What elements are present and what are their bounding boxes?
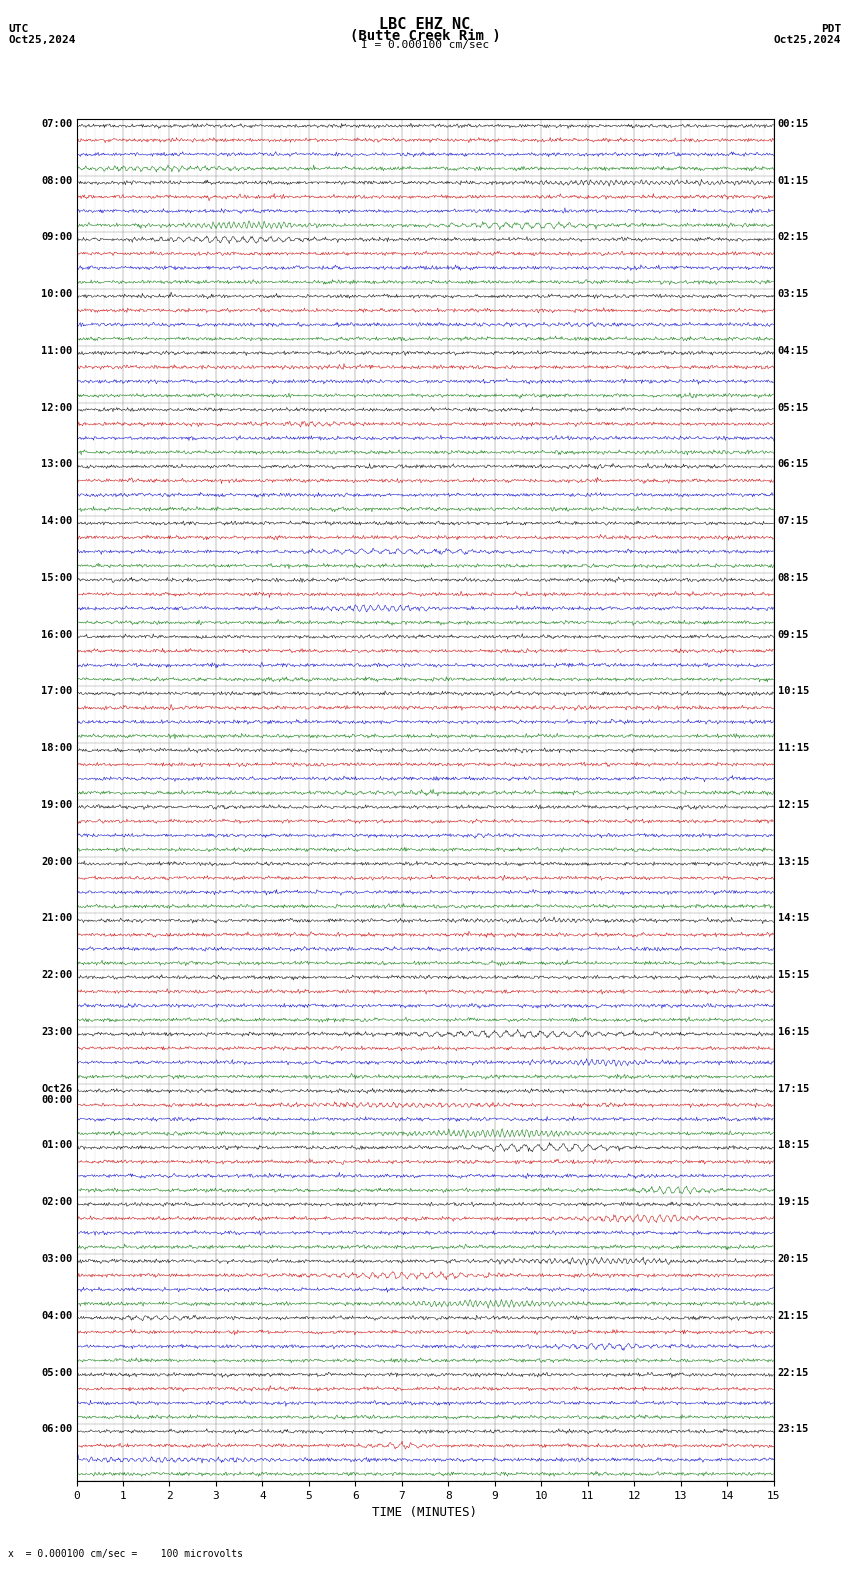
Text: 09:00: 09:00 (41, 233, 72, 242)
Text: 15:15: 15:15 (778, 969, 809, 980)
Text: 21:15: 21:15 (778, 1312, 809, 1321)
Text: 14:15: 14:15 (778, 914, 809, 923)
Text: 16:00: 16:00 (41, 629, 72, 640)
Text: 22:15: 22:15 (778, 1367, 809, 1378)
Text: x  = 0.000100 cm/sec =    100 microvolts: x = 0.000100 cm/sec = 100 microvolts (8, 1549, 243, 1559)
Text: 18:00: 18:00 (41, 743, 72, 752)
Text: 17:15: 17:15 (778, 1083, 809, 1093)
Text: 20:15: 20:15 (778, 1255, 809, 1264)
Text: 05:00: 05:00 (41, 1367, 72, 1378)
Text: 14:00: 14:00 (41, 516, 72, 526)
Text: 02:00: 02:00 (41, 1198, 72, 1207)
Text: 21:00: 21:00 (41, 914, 72, 923)
Text: 03:00: 03:00 (41, 1255, 72, 1264)
Text: 00:15: 00:15 (778, 119, 809, 128)
Text: 22:00: 22:00 (41, 969, 72, 980)
Text: Oct25,2024: Oct25,2024 (774, 35, 842, 44)
Text: 19:00: 19:00 (41, 800, 72, 809)
Text: 01:00: 01:00 (41, 1140, 72, 1150)
Text: 03:15: 03:15 (778, 288, 809, 299)
Text: 06:15: 06:15 (778, 459, 809, 469)
Text: 18:15: 18:15 (778, 1140, 809, 1150)
Text: 04:00: 04:00 (41, 1312, 72, 1321)
Text: 13:15: 13:15 (778, 857, 809, 866)
Text: Oct25,2024: Oct25,2024 (8, 35, 76, 44)
Text: 06:00: 06:00 (41, 1424, 72, 1434)
Text: 15:00: 15:00 (41, 573, 72, 583)
Text: 10:00: 10:00 (41, 288, 72, 299)
Text: Oct26
00:00: Oct26 00:00 (41, 1083, 72, 1106)
Text: 20:00: 20:00 (41, 857, 72, 866)
Text: 07:15: 07:15 (778, 516, 809, 526)
Text: 10:15: 10:15 (778, 686, 809, 697)
Text: 12:15: 12:15 (778, 800, 809, 809)
Text: 17:00: 17:00 (41, 686, 72, 697)
Text: 04:15: 04:15 (778, 345, 809, 356)
Text: 08:00: 08:00 (41, 176, 72, 185)
Text: 16:15: 16:15 (778, 1026, 809, 1038)
Text: UTC: UTC (8, 24, 29, 33)
Text: 09:15: 09:15 (778, 629, 809, 640)
Text: 19:15: 19:15 (778, 1198, 809, 1207)
Text: I = 0.000100 cm/sec: I = 0.000100 cm/sec (361, 40, 489, 49)
Text: 11:00: 11:00 (41, 345, 72, 356)
Text: 23:15: 23:15 (778, 1424, 809, 1434)
Text: 07:00: 07:00 (41, 119, 72, 128)
Text: 02:15: 02:15 (778, 233, 809, 242)
Text: 11:15: 11:15 (778, 743, 809, 752)
Text: 01:15: 01:15 (778, 176, 809, 185)
X-axis label: TIME (MINUTES): TIME (MINUTES) (372, 1506, 478, 1519)
Text: LBC EHZ NC: LBC EHZ NC (379, 17, 471, 32)
Text: (Butte Creek Rim ): (Butte Creek Rim ) (349, 29, 501, 43)
Text: 12:00: 12:00 (41, 402, 72, 412)
Text: 13:00: 13:00 (41, 459, 72, 469)
Text: 23:00: 23:00 (41, 1026, 72, 1038)
Text: 08:15: 08:15 (778, 573, 809, 583)
Text: PDT: PDT (821, 24, 842, 33)
Text: 05:15: 05:15 (778, 402, 809, 412)
